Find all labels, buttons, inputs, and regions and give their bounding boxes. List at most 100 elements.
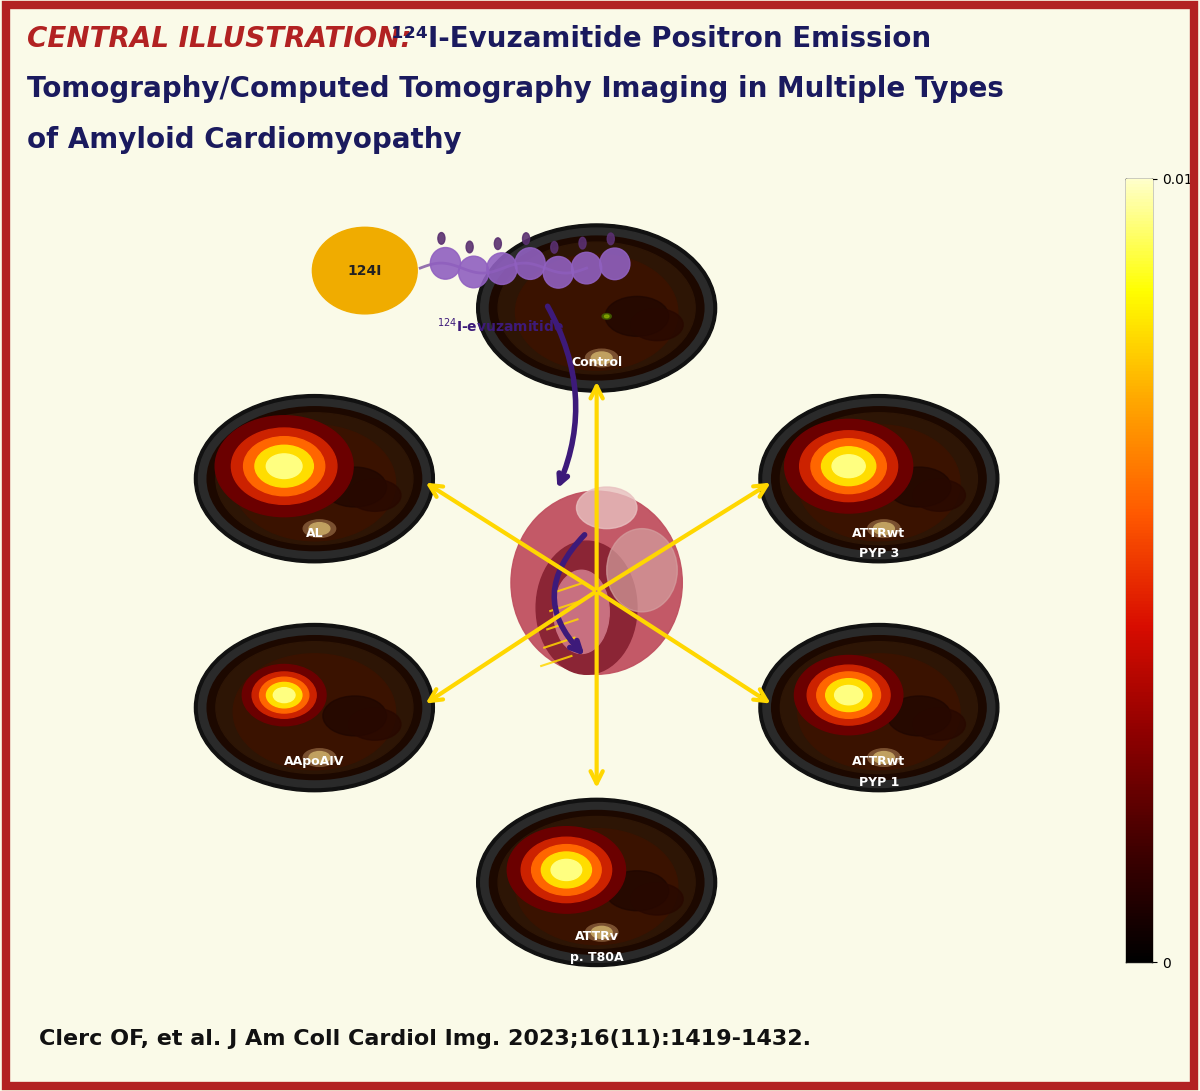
- Ellipse shape: [458, 256, 488, 288]
- Ellipse shape: [835, 685, 863, 705]
- Ellipse shape: [266, 454, 302, 479]
- Ellipse shape: [607, 529, 677, 612]
- FancyArrowPatch shape: [547, 307, 576, 483]
- Ellipse shape: [758, 395, 998, 563]
- Text: Tomography/Computed Tomography Imaging in Multiple Types: Tomography/Computed Tomography Imaging i…: [28, 75, 1004, 104]
- Text: AL: AL: [306, 527, 323, 540]
- Text: ATTRwt: ATTRwt: [852, 527, 906, 540]
- Ellipse shape: [244, 436, 325, 495]
- Ellipse shape: [532, 844, 601, 896]
- Ellipse shape: [516, 254, 678, 370]
- Ellipse shape: [605, 871, 668, 911]
- Ellipse shape: [631, 883, 683, 915]
- Ellipse shape: [481, 803, 713, 962]
- Ellipse shape: [266, 682, 302, 708]
- Ellipse shape: [498, 816, 695, 948]
- Ellipse shape: [274, 687, 295, 703]
- Ellipse shape: [832, 455, 865, 478]
- Ellipse shape: [763, 399, 995, 559]
- Ellipse shape: [551, 241, 558, 253]
- Ellipse shape: [508, 827, 625, 913]
- Text: 124I: 124I: [348, 264, 382, 277]
- Ellipse shape: [304, 519, 336, 538]
- Ellipse shape: [242, 664, 326, 726]
- Ellipse shape: [498, 242, 695, 374]
- Ellipse shape: [576, 487, 637, 529]
- Ellipse shape: [887, 467, 952, 507]
- FancyArrowPatch shape: [554, 535, 584, 651]
- Ellipse shape: [772, 636, 986, 780]
- Ellipse shape: [868, 748, 900, 766]
- Ellipse shape: [476, 799, 716, 967]
- Ellipse shape: [780, 642, 978, 774]
- Ellipse shape: [758, 624, 998, 792]
- Ellipse shape: [259, 678, 308, 714]
- Ellipse shape: [208, 636, 421, 780]
- Ellipse shape: [868, 519, 900, 538]
- Ellipse shape: [233, 424, 396, 541]
- Text: ATTRv: ATTRv: [575, 931, 618, 944]
- Ellipse shape: [487, 253, 517, 285]
- Ellipse shape: [252, 672, 316, 718]
- Ellipse shape: [349, 479, 401, 512]
- Ellipse shape: [310, 523, 330, 535]
- Text: AApoAIV: AApoAIV: [284, 755, 344, 768]
- Ellipse shape: [586, 349, 618, 367]
- Ellipse shape: [194, 395, 434, 563]
- Ellipse shape: [515, 248, 545, 279]
- Ellipse shape: [780, 412, 978, 544]
- Ellipse shape: [198, 627, 431, 788]
- Ellipse shape: [208, 407, 421, 551]
- Ellipse shape: [605, 315, 610, 317]
- Ellipse shape: [600, 248, 630, 279]
- Ellipse shape: [490, 811, 704, 955]
- Ellipse shape: [592, 926, 612, 938]
- Ellipse shape: [481, 228, 713, 388]
- Ellipse shape: [605, 297, 668, 336]
- Circle shape: [312, 227, 418, 314]
- Ellipse shape: [254, 445, 313, 487]
- Ellipse shape: [431, 248, 461, 279]
- Ellipse shape: [808, 666, 890, 726]
- Ellipse shape: [799, 431, 898, 502]
- Ellipse shape: [215, 416, 353, 517]
- Ellipse shape: [476, 224, 716, 392]
- Text: CENTRAL ILLUSTRATION:: CENTRAL ILLUSTRATION:: [28, 25, 412, 52]
- Ellipse shape: [198, 399, 431, 559]
- Ellipse shape: [811, 439, 887, 493]
- Ellipse shape: [310, 752, 330, 764]
- Ellipse shape: [494, 238, 502, 250]
- Ellipse shape: [349, 708, 401, 740]
- Ellipse shape: [602, 313, 611, 320]
- Text: ¹²⁴I-Evuzamitide Positron Emission: ¹²⁴I-Evuzamitide Positron Emission: [382, 25, 931, 52]
- Text: $^{124}$I-evuzamitide: $^{124}$I-evuzamitide: [437, 316, 564, 335]
- Ellipse shape: [794, 656, 902, 734]
- Ellipse shape: [822, 447, 876, 485]
- Ellipse shape: [323, 696, 386, 736]
- Text: Control: Control: [571, 356, 623, 369]
- Ellipse shape: [874, 752, 894, 764]
- Ellipse shape: [216, 642, 413, 774]
- Ellipse shape: [553, 571, 610, 654]
- Text: p. T80A: p. T80A: [570, 951, 624, 964]
- Ellipse shape: [536, 541, 637, 674]
- Ellipse shape: [438, 232, 445, 244]
- Text: PYP 3: PYP 3: [859, 548, 899, 561]
- Ellipse shape: [490, 236, 704, 380]
- Ellipse shape: [772, 407, 986, 551]
- Ellipse shape: [785, 419, 913, 513]
- Ellipse shape: [798, 654, 960, 769]
- Ellipse shape: [511, 491, 683, 674]
- Ellipse shape: [466, 241, 473, 253]
- Ellipse shape: [798, 424, 960, 541]
- Ellipse shape: [763, 627, 995, 788]
- Ellipse shape: [194, 624, 434, 792]
- Ellipse shape: [541, 852, 592, 888]
- Ellipse shape: [887, 696, 952, 736]
- Ellipse shape: [551, 860, 582, 880]
- Ellipse shape: [874, 523, 894, 535]
- Ellipse shape: [607, 233, 614, 244]
- Text: ATTRwt: ATTRwt: [852, 755, 906, 768]
- Text: PYP 1: PYP 1: [859, 777, 899, 789]
- Text: of Amyloid Cardiomyopathy: of Amyloid Cardiomyopathy: [28, 125, 462, 154]
